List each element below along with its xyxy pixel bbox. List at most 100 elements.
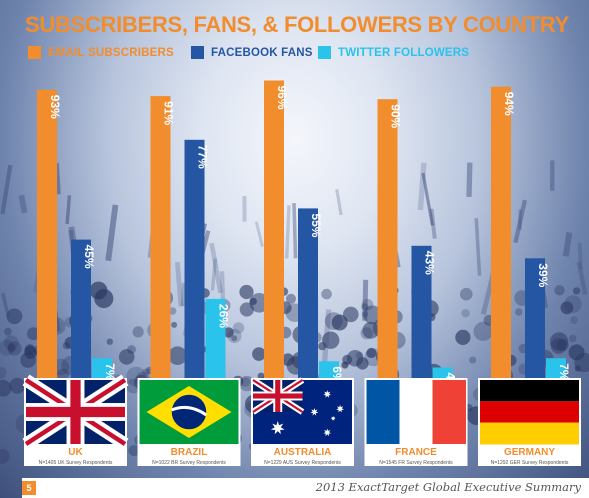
category-label-australia: AUSTRALIA [274,447,332,458]
crowd-head [227,328,242,344]
respondents-brazil: N=1022 BR Survey Respondents [152,460,226,466]
data-label-twitter-brazil: 26% [217,304,231,328]
crowd-head [231,335,238,342]
data-label-email-brazil: 91% [162,101,176,125]
crowd-arm [18,194,28,214]
chart-title: SUBSCRIBERS, FANS, & FOLLOWERS BY COUNTR… [25,12,569,37]
crowd-arm [0,164,13,215]
category-label-brazil: BRAZIL [171,447,208,458]
crowd-head [7,343,16,352]
bar-twitter-australia [319,361,339,380]
legend-label-email: EMAIL SUBSCRIBERS [48,46,174,59]
legend-item-twitter: TWITTER FOLLOWERS [318,46,469,59]
australia-flag-icon [251,377,352,444]
bar-twitter-france [432,367,453,380]
crowd-head [515,308,523,316]
crowd-head [6,308,23,325]
bar-facebook-uk [71,239,91,380]
crowd-head [286,293,296,304]
legend-swatch-twitter [318,46,331,59]
germany-flag-icon [480,380,579,445]
crowd-head [355,351,363,359]
crowd-head [257,372,265,380]
crowd-head [223,327,234,338]
crowd-head [343,306,359,323]
crowd-arm [335,189,343,216]
crowd-arm [210,258,217,291]
crowd-arm [421,172,435,226]
crowd-head [560,301,574,315]
crowd-head [142,368,150,376]
legend-label-facebook: FACEBOOK FANS [211,46,313,59]
crowd-head [0,379,12,397]
crowd-head [239,302,254,317]
category-label-germany: GERMANY [504,447,555,458]
bar-facebook-brazil [184,139,205,380]
crowd-arm [105,204,119,262]
respondents-france: N=1545 FR Survey Respondents [379,460,453,466]
crowd-head [4,335,19,351]
crowd-arm [321,309,332,367]
crowd-arm [429,208,437,239]
crowd-head [0,339,15,356]
crowd-head [281,353,295,367]
crowd-arm [518,209,522,230]
crowd-head [361,303,369,311]
crowd-head [356,357,369,370]
legend-swatch-email [28,46,41,59]
data-label-facebook-germany: 39% [536,263,550,287]
crowd-head [362,321,380,339]
crowd-head [366,347,377,359]
crowd-arm [362,279,369,321]
crowd-head [127,345,136,354]
legend-item-email: EMAIL SUBSCRIBERS [28,46,174,59]
legend-label-twitter: TWITTER FOLLOWERS [338,46,470,59]
crowd-head [322,331,340,349]
crowd-arm [284,205,291,259]
crowd-head [341,361,349,369]
uk-flag-icon [22,374,129,450]
crowd-head [568,334,577,343]
legend-swatch-facebook [191,46,204,59]
crowd-head [171,321,178,328]
crowd-head [469,356,477,364]
crowd-head [239,284,254,300]
crowd-head [249,297,257,306]
france-flag-icon [366,380,466,444]
crowd-arm [562,231,573,257]
data-label-twitter-germany: 7% [557,363,571,381]
footer: 5 2013 ExactTarget Global Executive Summ… [22,478,589,498]
crowd-arm [576,262,588,295]
crowd-head [361,298,374,311]
crowd-head [7,341,22,356]
footer-text: 2013 ExactTarget Global Executive Summar… [315,480,581,494]
crowd-head [455,329,471,345]
crowd-arm [209,242,223,294]
crowd-arm [417,162,427,211]
crowd-head [57,368,69,381]
crowd-arm [242,195,247,222]
crowd-head [574,365,582,372]
respondents-australia: N=1229 AUS Survey Respondents [264,460,341,466]
crowd-head [554,285,565,296]
legend-item-facebook: FACEBOOK FANS [191,46,313,59]
category-label-uk: UK [68,447,83,458]
crowd-head [570,316,578,325]
crowd-arm [513,199,528,244]
crowd-arm [254,221,264,248]
data-label-email-france: 90% [389,104,403,128]
crowd-arm [65,195,72,225]
data-label-twitter-uk: 7% [103,363,117,381]
bar-email-france [377,99,398,380]
crowd-arm [466,162,473,198]
crowd-head [168,307,177,315]
bar-facebook-france [411,245,432,380]
crowd-head [0,448,10,464]
crowd-head [126,378,141,394]
bar-facebook-australia [298,208,318,380]
crowd-head [331,314,348,331]
crowd-head [572,287,581,295]
crowd-head [363,305,382,325]
